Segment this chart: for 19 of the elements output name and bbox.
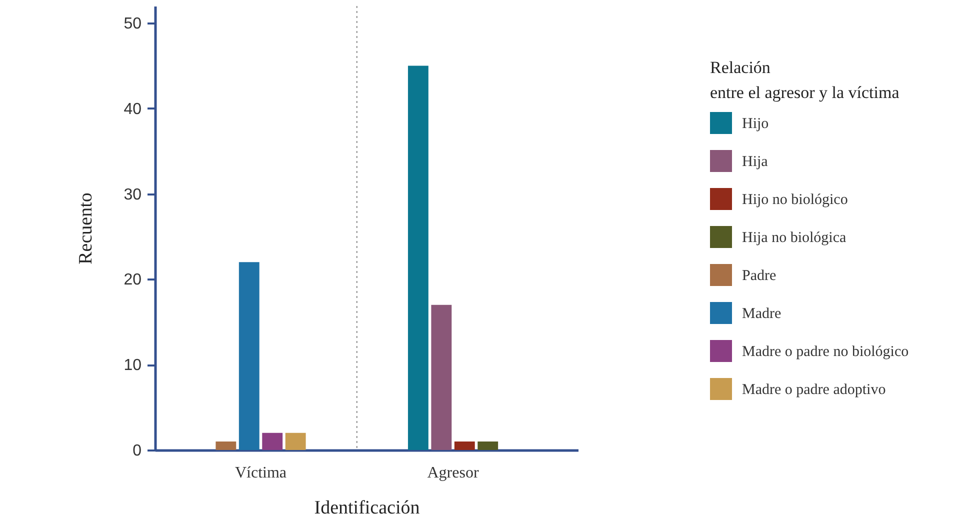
x-axis-title: Identificación [314,498,420,518]
x-tick-label: Víctima [234,464,287,482]
x-tick-label: Agresor [427,464,480,482]
y-tick-label: 40 [124,100,142,118]
y-tick-label: 10 [124,357,142,374]
legend-label: Hija no biológica [742,230,846,246]
legend-label: Madre o padre adoptivo [742,382,886,398]
legend-title: Relación entre el agresor y la víctima [710,58,900,102]
legend-label: Hija [742,154,768,170]
y-tick-label: 30 [124,186,142,204]
y-tick-label: 0 [132,442,142,460]
legend-label: Madre o padre no biológico [742,344,909,360]
y-axis-title: Recuento [76,192,97,264]
legend-label: Padre [742,268,776,284]
y-tick-label: 20 [124,272,142,289]
legend-label: Hijo no biológico [742,192,848,208]
legend-label: Madre [742,306,782,322]
legend-label: Hijo [742,116,769,132]
y-tick-label: 50 [124,16,142,33]
